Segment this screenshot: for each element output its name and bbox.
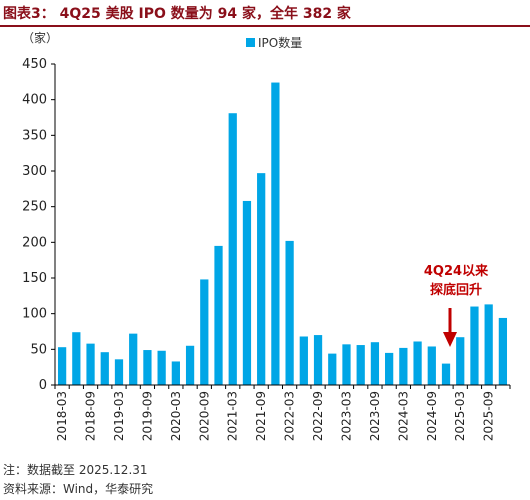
bar	[100, 352, 109, 385]
bar	[498, 317, 508, 385]
y-tick-label: 200	[22, 235, 47, 250]
x-tick-label: 2021-09	[254, 391, 268, 441]
bar	[228, 113, 237, 385]
y-tick-label: 0	[39, 378, 47, 393]
x-tick-label: 2025-03	[453, 391, 467, 441]
footnote: 注：数据截至 2025.12.31	[3, 463, 148, 477]
x-tick-label: 2023-09	[368, 391, 382, 441]
bar	[370, 342, 380, 385]
bar	[214, 245, 223, 385]
bar	[356, 345, 365, 385]
annotation-line-1: 4Q24以来	[424, 263, 489, 279]
y-tick-label: 250	[22, 200, 47, 215]
x-tick-label: 2020-09	[197, 391, 211, 441]
legend-label: IPO数量	[258, 35, 302, 50]
y-tick-label: 450	[22, 57, 47, 72]
chart-title: 图表3： 4Q25 美股 IPO 数量为 94 家，全年 382 家	[3, 6, 351, 22]
x-tick-label: 2018-03	[55, 391, 69, 441]
bar	[342, 344, 351, 385]
bar	[427, 346, 436, 385]
x-tick-label: 2022-03	[283, 391, 297, 441]
y-tick-label: 100	[22, 307, 47, 322]
bar	[413, 341, 422, 385]
legend-swatch	[246, 38, 255, 47]
bar	[129, 333, 138, 385]
bar	[185, 345, 195, 385]
bar	[57, 347, 67, 385]
y-axis: 0 50 100 150 200 250 300 350 400 450	[22, 57, 56, 393]
bar	[328, 353, 337, 385]
bar	[157, 350, 166, 385]
bar	[313, 335, 323, 385]
ipo-bar-chart: （家） IPO数量 0 50 100 150 200 250 300 350 400 450 20…	[22, 30, 511, 441]
x-tick-label: 2018-09	[84, 391, 98, 441]
annotation: 4Q24以来 探底回升	[424, 263, 489, 347]
bar	[285, 240, 294, 385]
x-tick-label: 2019-03	[112, 391, 126, 441]
bar	[470, 306, 479, 385]
y-tick-label: 50	[30, 342, 47, 357]
x-tick-label: 2025-09	[482, 391, 496, 441]
y-tick-label: 350	[22, 128, 47, 143]
bar	[484, 304, 493, 385]
x-tick-label: 2022-09	[311, 391, 325, 441]
x-axis: 2018-03 2018-09 2019-03 2019-09 2020-03 2020-…	[54, 384, 511, 441]
y-tick-label: 300	[22, 164, 47, 179]
bar	[257, 173, 266, 385]
bar	[200, 279, 209, 385]
y-axis-unit-label: （家）	[22, 30, 58, 45]
x-tick-label: 2019-09	[140, 391, 154, 441]
bar	[399, 347, 408, 385]
bars	[57, 82, 508, 385]
bar	[72, 332, 81, 385]
annotation-arrow-head	[443, 332, 457, 347]
x-tick-label: 2023-03	[339, 391, 353, 441]
bar	[143, 350, 152, 385]
x-tick-label: 2020-03	[169, 391, 183, 441]
bar	[86, 343, 95, 385]
y-tick-label: 400	[22, 93, 47, 108]
legend: IPO数量	[246, 35, 302, 50]
bar	[441, 363, 451, 385]
source-note: 资料来源：Wind，华泰研究	[3, 482, 154, 496]
bar	[299, 336, 308, 385]
bar	[242, 200, 252, 385]
x-tick-label: 2024-03	[396, 391, 410, 441]
annotation-line-2: 探底回升	[430, 282, 482, 298]
y-tick-label: 150	[22, 271, 47, 286]
bar	[385, 352, 394, 385]
x-tick-label: 2021-03	[226, 391, 240, 441]
bar	[271, 82, 280, 385]
bar	[456, 337, 465, 385]
bar	[171, 361, 180, 385]
chart-title-bar: 图表3： 4Q25 美股 IPO 数量为 94 家，全年 382 家	[0, 0, 530, 27]
bar	[114, 359, 124, 385]
x-tick-label: 2024-09	[425, 391, 439, 441]
